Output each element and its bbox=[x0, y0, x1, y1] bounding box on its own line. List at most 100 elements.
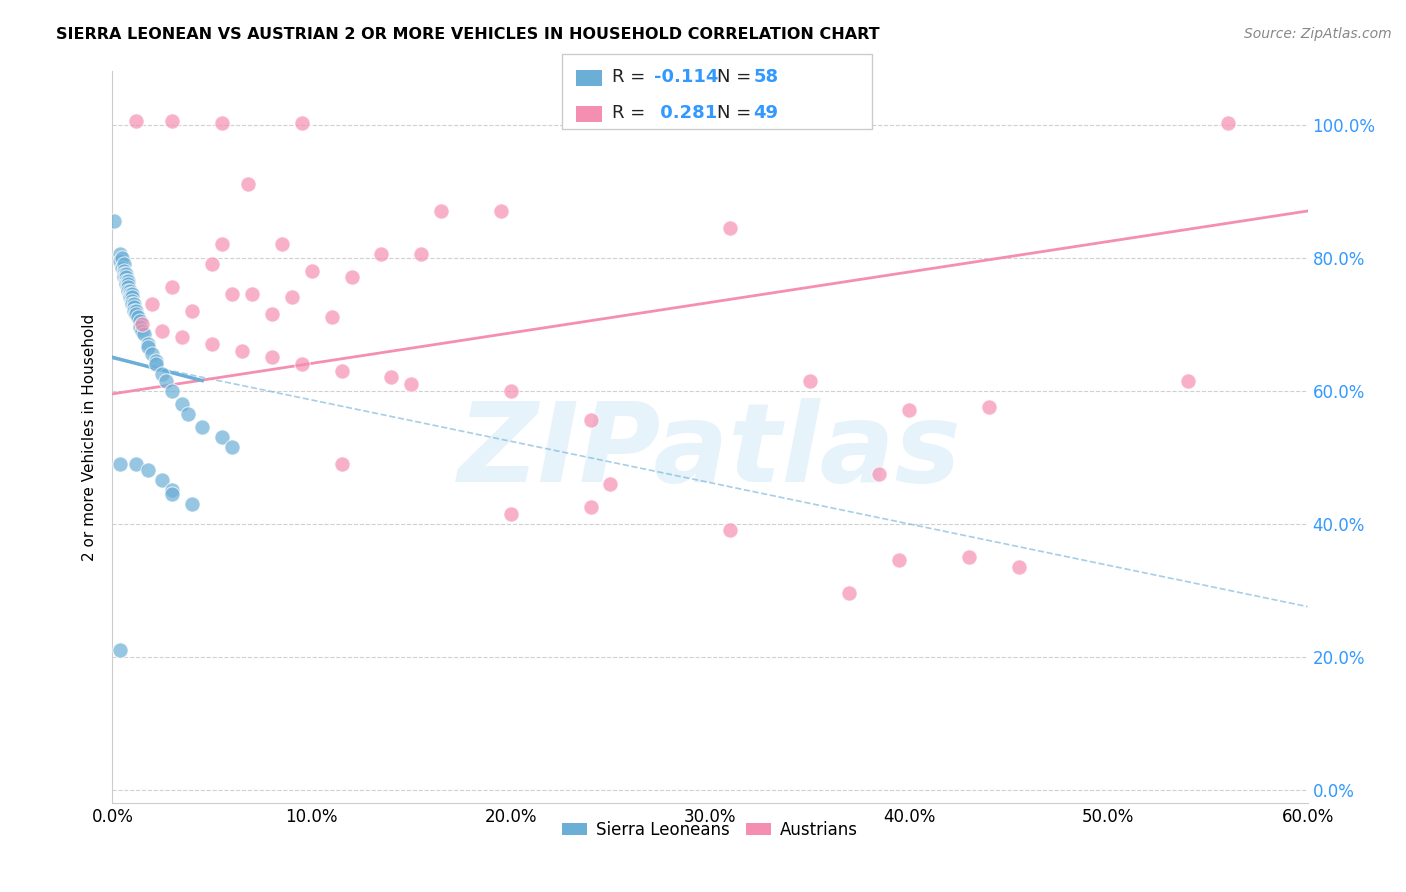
Point bbox=[110, 643, 132, 657]
Point bbox=[162, 280, 183, 294]
Point bbox=[579, 413, 602, 427]
Point bbox=[181, 497, 204, 511]
Point bbox=[110, 253, 132, 268]
Point bbox=[281, 290, 304, 304]
Point bbox=[125, 457, 148, 471]
Point bbox=[124, 301, 146, 315]
Point bbox=[138, 463, 160, 477]
Point bbox=[181, 303, 204, 318]
Point bbox=[125, 307, 148, 321]
Point bbox=[301, 264, 323, 278]
Point bbox=[150, 367, 173, 381]
Point bbox=[380, 370, 402, 384]
Point bbox=[114, 267, 135, 281]
Point bbox=[172, 330, 194, 344]
Point bbox=[141, 297, 163, 311]
Point bbox=[120, 284, 142, 298]
Point bbox=[340, 270, 363, 285]
Text: N =: N = bbox=[717, 104, 756, 122]
Point bbox=[127, 310, 149, 325]
Point bbox=[134, 326, 156, 341]
Point bbox=[1177, 374, 1199, 388]
Point bbox=[125, 114, 148, 128]
Point bbox=[211, 237, 233, 252]
Point bbox=[150, 324, 173, 338]
Text: -0.114: -0.114 bbox=[654, 68, 718, 86]
Point bbox=[138, 337, 160, 351]
Point bbox=[110, 457, 132, 471]
Y-axis label: 2 or more Vehicles in Household: 2 or more Vehicles in Household bbox=[82, 313, 97, 561]
Point bbox=[718, 523, 741, 537]
Point bbox=[162, 486, 183, 500]
Point bbox=[868, 467, 890, 481]
Point bbox=[110, 247, 132, 261]
Point bbox=[129, 320, 152, 334]
Point bbox=[124, 297, 146, 311]
Point bbox=[957, 549, 980, 564]
Point bbox=[115, 270, 138, 285]
Point bbox=[114, 257, 135, 271]
Point bbox=[115, 277, 138, 292]
Text: R =: R = bbox=[612, 68, 651, 86]
Point bbox=[1008, 559, 1031, 574]
Point bbox=[121, 287, 143, 301]
Point bbox=[221, 287, 243, 301]
Point bbox=[799, 374, 821, 388]
Point bbox=[177, 407, 200, 421]
Point bbox=[499, 507, 522, 521]
Point bbox=[977, 400, 1000, 414]
Point bbox=[401, 376, 423, 391]
Point bbox=[330, 457, 353, 471]
Point bbox=[121, 297, 143, 311]
Text: Source: ZipAtlas.com: Source: ZipAtlas.com bbox=[1244, 27, 1392, 41]
Point bbox=[121, 290, 143, 304]
Point bbox=[117, 274, 139, 288]
Point bbox=[411, 247, 433, 261]
Point bbox=[138, 340, 160, 354]
Point bbox=[430, 204, 453, 219]
Point bbox=[115, 274, 138, 288]
Point bbox=[145, 357, 167, 371]
Point bbox=[103, 214, 125, 228]
Point bbox=[291, 357, 314, 371]
Point bbox=[172, 397, 194, 411]
Point bbox=[117, 280, 139, 294]
Point bbox=[221, 440, 243, 454]
Point bbox=[131, 324, 153, 338]
Text: ZIPatlas: ZIPatlas bbox=[458, 398, 962, 505]
Point bbox=[150, 473, 173, 487]
Point bbox=[236, 178, 259, 192]
Point bbox=[231, 343, 253, 358]
Text: 58: 58 bbox=[754, 68, 779, 86]
Legend: Sierra Leoneans, Austrians: Sierra Leoneans, Austrians bbox=[555, 814, 865, 846]
Point bbox=[120, 290, 142, 304]
Point bbox=[211, 430, 233, 444]
Point bbox=[125, 303, 148, 318]
Point bbox=[370, 247, 392, 261]
Point bbox=[114, 270, 135, 285]
Point bbox=[211, 115, 233, 129]
Point bbox=[121, 293, 143, 308]
Text: N =: N = bbox=[717, 68, 756, 86]
Point bbox=[145, 353, 167, 368]
Point bbox=[162, 384, 183, 398]
Point bbox=[162, 114, 183, 128]
Point bbox=[155, 374, 177, 388]
Point bbox=[162, 483, 183, 498]
Point bbox=[111, 260, 134, 275]
Point bbox=[201, 257, 224, 271]
Text: 0.281: 0.281 bbox=[654, 104, 717, 122]
Point bbox=[898, 403, 921, 417]
Point bbox=[260, 307, 283, 321]
Point bbox=[117, 284, 139, 298]
Point bbox=[129, 314, 152, 328]
Point bbox=[270, 237, 292, 252]
Point bbox=[579, 500, 602, 514]
Point bbox=[499, 384, 522, 398]
Point bbox=[1216, 115, 1239, 129]
Point bbox=[489, 204, 512, 219]
Point bbox=[124, 303, 146, 318]
Text: R =: R = bbox=[612, 104, 651, 122]
Point bbox=[191, 420, 214, 434]
Point bbox=[131, 317, 153, 331]
